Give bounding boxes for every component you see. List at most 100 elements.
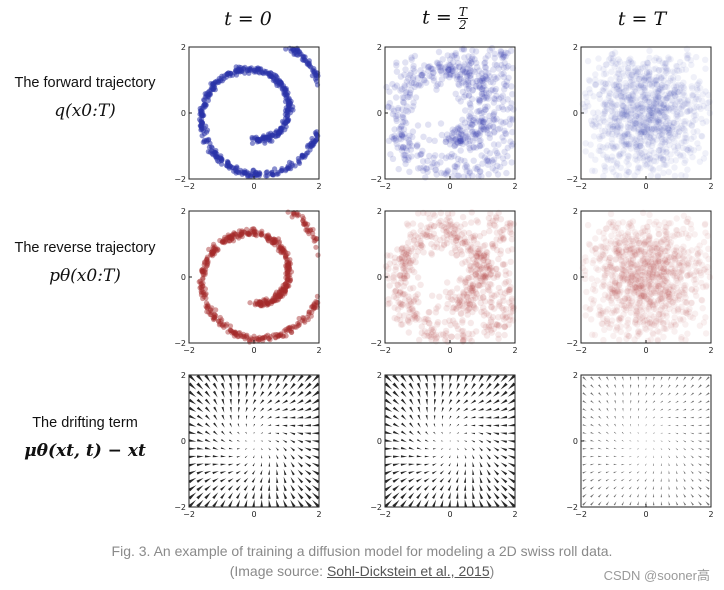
data-point [286, 325, 292, 331]
data-point [490, 244, 497, 251]
data-point [620, 147, 627, 154]
data-point [641, 96, 649, 104]
data-point [413, 142, 421, 149]
data-point [418, 150, 425, 158]
data-point [287, 272, 293, 278]
data-point [680, 125, 687, 133]
data-point [659, 146, 666, 154]
data-point [659, 156, 667, 164]
data-point [257, 136, 263, 142]
data-point [454, 71, 461, 78]
data-point [285, 209, 291, 215]
data-point [696, 242, 703, 249]
data-point [467, 146, 474, 154]
data-point [465, 300, 472, 307]
data-point [442, 327, 450, 335]
data-point [275, 334, 281, 340]
data-point [677, 317, 684, 324]
data-point [652, 100, 659, 107]
data-point [432, 335, 439, 342]
data-point [638, 128, 645, 136]
data-point [227, 238, 233, 244]
data-point [615, 56, 622, 63]
data-point [590, 297, 598, 304]
data-point [641, 128, 648, 136]
data-point [410, 229, 417, 236]
data-point [397, 279, 404, 286]
data-point [652, 306, 660, 313]
field-arrow [281, 416, 288, 419]
data-point [302, 319, 308, 325]
data-point [427, 232, 434, 240]
data-point [614, 224, 621, 231]
data-point [659, 138, 666, 146]
data-point [613, 327, 620, 334]
data-point [629, 270, 636, 277]
data-point [596, 303, 603, 310]
data-point [646, 218, 653, 226]
data-point [491, 50, 498, 57]
data-point [624, 271, 632, 279]
data-point [469, 127, 476, 135]
data-point [613, 122, 621, 130]
field-arrow [425, 439, 429, 442]
data-point [650, 321, 658, 329]
data-point [469, 86, 476, 94]
data-point [652, 80, 659, 87]
field-arrow [260, 375, 264, 383]
data-point [678, 66, 686, 73]
field-arrow [432, 463, 437, 466]
data-point [663, 104, 671, 111]
data-point [477, 168, 484, 175]
data-point [258, 299, 264, 305]
data-point [202, 286, 208, 292]
data-point [601, 272, 608, 279]
data-point [282, 254, 289, 260]
data-point [690, 108, 698, 115]
field-arrow [304, 374, 312, 383]
field-arrow [212, 455, 219, 458]
y-tick-label: 2 [181, 371, 186, 380]
data-point [283, 275, 289, 281]
data-point [415, 299, 422, 306]
data-point [627, 110, 635, 118]
data-point [305, 316, 311, 323]
data-point [609, 277, 616, 284]
y-tick-label: 2 [573, 207, 578, 216]
data-point [596, 119, 604, 126]
data-point [211, 316, 217, 323]
data-point [269, 237, 276, 243]
data-point [281, 287, 287, 293]
data-point [209, 309, 215, 315]
data-point [656, 258, 664, 266]
data-point [688, 83, 695, 90]
data-point [700, 155, 708, 162]
data-point [399, 143, 407, 151]
data-point [200, 271, 206, 277]
data-point [643, 316, 650, 324]
data-point [405, 143, 412, 150]
data-point [644, 64, 651, 71]
data-point [403, 249, 411, 256]
data-point [627, 136, 635, 143]
data-point [394, 306, 402, 313]
data-point [257, 299, 263, 305]
data-point [650, 303, 657, 310]
data-point [633, 143, 640, 150]
data-point [448, 249, 455, 257]
data-point [629, 237, 637, 245]
data-point [638, 149, 645, 157]
data-point [623, 129, 631, 136]
data-point [493, 92, 500, 100]
data-point [608, 223, 615, 230]
data-point [268, 298, 275, 304]
data-point [256, 301, 262, 307]
field-arrow [196, 477, 204, 483]
data-point [586, 241, 594, 249]
data-point [647, 116, 655, 124]
data-point [407, 298, 414, 305]
data-point [650, 331, 657, 338]
data-point [259, 228, 265, 234]
data-point [646, 211, 653, 218]
field-arrow [188, 390, 197, 398]
